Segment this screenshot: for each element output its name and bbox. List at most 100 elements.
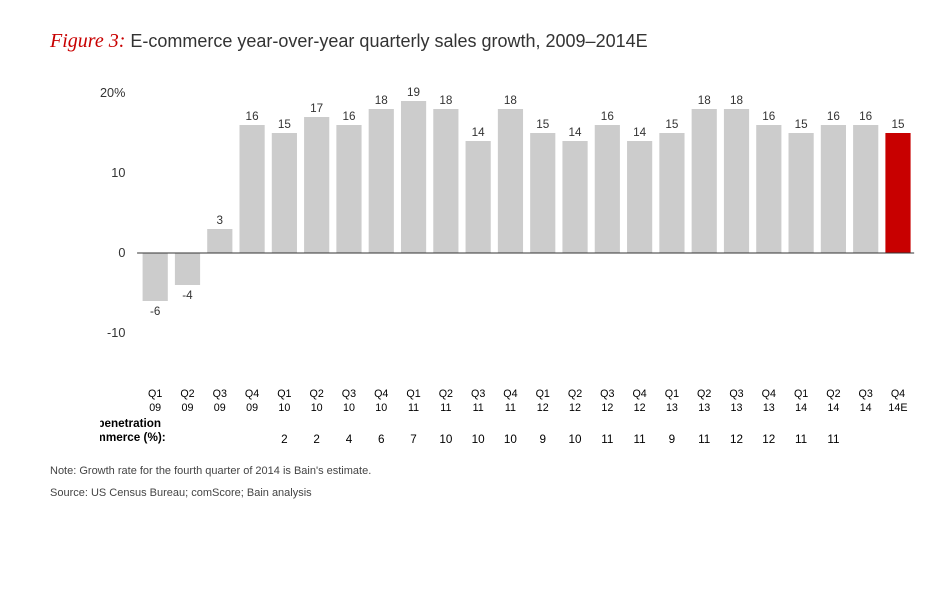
figure-container: Figure 3: E-commerce year-over-year quar… bbox=[0, 0, 950, 604]
bar bbox=[239, 125, 264, 253]
bar bbox=[789, 133, 814, 253]
bar-value-label: 15 bbox=[278, 117, 291, 131]
x-axis-year-label: 10 bbox=[278, 402, 290, 414]
x-axis-year-label: 13 bbox=[698, 402, 710, 414]
bar-value-label: 3 bbox=[217, 213, 224, 227]
mobile-penetration-value: 9 bbox=[539, 432, 546, 446]
x-axis-quarter-label: Q4 bbox=[762, 388, 776, 400]
bar bbox=[401, 101, 426, 253]
bar-value-label: 16 bbox=[859, 109, 872, 123]
x-axis-year-label: 10 bbox=[311, 402, 323, 414]
x-axis-year-label: 14E bbox=[888, 402, 907, 414]
bar-chart: -1001020%-6-4316151716181918141815141614… bbox=[100, 75, 920, 455]
bar-value-label: 14 bbox=[633, 125, 646, 139]
mobile-penetration-title-1: Mobile penetration bbox=[100, 416, 161, 430]
x-axis-quarter-label: Q3 bbox=[729, 388, 743, 400]
x-axis-quarter-label: Q3 bbox=[342, 388, 356, 400]
x-axis-year-label: 12 bbox=[569, 402, 581, 414]
bar-value-label: 16 bbox=[246, 109, 259, 123]
bar bbox=[853, 125, 878, 253]
mobile-penetration-value: 11 bbox=[827, 432, 840, 446]
mobile-penetration-value: 12 bbox=[730, 432, 743, 446]
bar-value-label: 18 bbox=[730, 93, 743, 107]
bar bbox=[466, 141, 491, 253]
x-axis-year-label: 09 bbox=[214, 402, 226, 414]
bar bbox=[530, 133, 555, 253]
bar-value-label: 18 bbox=[375, 93, 388, 107]
mobile-penetration-value: 11 bbox=[698, 432, 711, 446]
x-axis-quarter-label: Q4 bbox=[891, 388, 905, 400]
figure-source: Source: US Census Bureau; comScore; Bain… bbox=[50, 487, 930, 499]
x-axis-quarter-label: Q3 bbox=[600, 388, 614, 400]
figure-title: E-commerce year-over-year quarterly sale… bbox=[130, 31, 647, 51]
x-axis-quarter-label: Q2 bbox=[439, 388, 453, 400]
mobile-penetration-value: 2 bbox=[313, 432, 320, 446]
mobile-penetration-value: 11 bbox=[601, 432, 614, 446]
x-axis-year-label: 13 bbox=[666, 402, 678, 414]
bar-value-label: 14 bbox=[569, 125, 582, 139]
bar-value-label: 15 bbox=[891, 117, 904, 131]
bar-value-label: 16 bbox=[601, 109, 614, 123]
bar-value-label: 18 bbox=[439, 93, 452, 107]
mobile-penetration-value: 7 bbox=[410, 432, 417, 446]
x-axis-quarter-label: Q1 bbox=[794, 388, 808, 400]
bar bbox=[272, 133, 297, 253]
mobile-penetration-value: 4 bbox=[346, 432, 353, 446]
bar bbox=[885, 133, 910, 253]
bar bbox=[692, 109, 717, 253]
x-axis-quarter-label: Q4 bbox=[245, 388, 259, 400]
x-axis-year-label: 09 bbox=[182, 402, 194, 414]
bar-value-label: 15 bbox=[536, 117, 549, 131]
bar bbox=[433, 109, 458, 253]
mobile-penetration-value: 12 bbox=[762, 432, 775, 446]
x-axis-year-label: 12 bbox=[634, 402, 646, 414]
bar-value-label: 18 bbox=[698, 93, 711, 107]
x-axis-quarter-label: Q4 bbox=[374, 388, 388, 400]
x-axis-year-label: 14 bbox=[860, 402, 872, 414]
x-axis-year-label: 13 bbox=[731, 402, 743, 414]
mobile-penetration-value: 10 bbox=[472, 432, 485, 446]
x-axis-quarter-label: Q2 bbox=[568, 388, 582, 400]
x-axis-quarter-label: Q4 bbox=[632, 388, 646, 400]
x-axis-quarter-label: Q1 bbox=[148, 388, 162, 400]
figure-title-line: Figure 3: E-commerce year-over-year quar… bbox=[50, 30, 930, 53]
bar-value-label: 18 bbox=[504, 93, 517, 107]
x-axis-quarter-label: Q2 bbox=[180, 388, 194, 400]
x-axis-year-label: 09 bbox=[246, 402, 258, 414]
bar bbox=[659, 133, 684, 253]
bar bbox=[304, 117, 329, 253]
x-axis-year-label: 12 bbox=[601, 402, 613, 414]
bar bbox=[562, 141, 587, 253]
figure-note: Note: Growth rate for the fourth quarter… bbox=[50, 465, 930, 477]
x-axis-quarter-label: Q3 bbox=[471, 388, 485, 400]
x-axis-year-label: 09 bbox=[149, 402, 161, 414]
bar bbox=[498, 109, 523, 253]
x-axis-year-label: 11 bbox=[440, 402, 451, 414]
x-axis-year-label: 11 bbox=[473, 402, 484, 414]
bar-value-label: 16 bbox=[762, 109, 775, 123]
chart-area: -1001020%-6-4316151716181918141815141614… bbox=[100, 75, 920, 455]
mobile-penetration-value: 11 bbox=[795, 432, 808, 446]
x-axis-year-label: 14 bbox=[795, 402, 807, 414]
x-axis-quarter-label: Q1 bbox=[665, 388, 679, 400]
x-axis-quarter-label: Q2 bbox=[826, 388, 840, 400]
mobile-penetration-value: 10 bbox=[504, 432, 517, 446]
bar bbox=[595, 125, 620, 253]
bar-value-label: 16 bbox=[827, 109, 840, 123]
x-axis-quarter-label: Q2 bbox=[697, 388, 711, 400]
bar bbox=[207, 229, 232, 253]
x-axis-year-label: 13 bbox=[763, 402, 775, 414]
x-axis-quarter-label: Q1 bbox=[277, 388, 291, 400]
x-axis-year-label: 10 bbox=[343, 402, 355, 414]
y-axis-tick-label: 0 bbox=[118, 245, 125, 260]
x-axis-year-label: 11 bbox=[408, 402, 419, 414]
x-axis-quarter-label: Q3 bbox=[859, 388, 873, 400]
x-axis-quarter-label: Q4 bbox=[503, 388, 517, 400]
y-axis-tick-label: 20% bbox=[100, 85, 125, 100]
x-axis-year-label: 12 bbox=[537, 402, 549, 414]
bar bbox=[821, 125, 846, 253]
bar bbox=[143, 253, 168, 301]
bar-value-label: 19 bbox=[407, 85, 420, 99]
bar bbox=[756, 125, 781, 253]
bar-value-label: 14 bbox=[472, 125, 485, 139]
